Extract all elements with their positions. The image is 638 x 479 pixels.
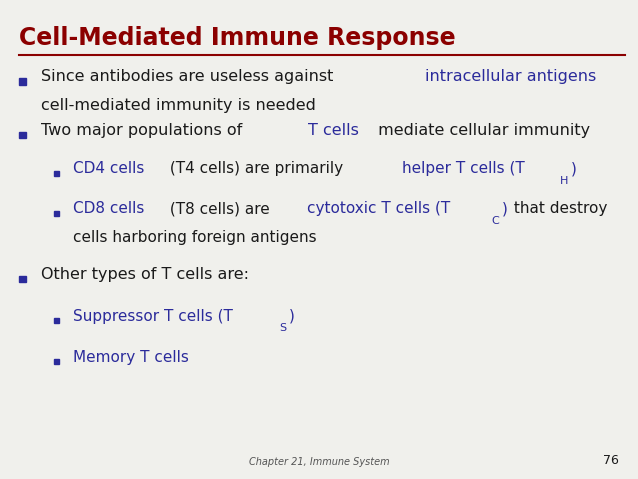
Text: helper T cells (T: helper T cells (T (401, 161, 524, 176)
Text: S: S (279, 323, 287, 333)
Text: 76: 76 (603, 454, 619, 467)
Text: cell-mediated immunity is needed: cell-mediated immunity is needed (41, 98, 316, 113)
Text: (T4 cells) are primarily: (T4 cells) are primarily (165, 161, 348, 176)
Text: Other types of T cells are:: Other types of T cells are: (41, 267, 249, 282)
Text: Two major populations of: Two major populations of (41, 123, 248, 138)
Text: cells harboring foreign antigens: cells harboring foreign antigens (73, 230, 317, 245)
Text: ): ) (501, 201, 508, 216)
Bar (54, 319, 59, 323)
Text: C: C (492, 216, 500, 226)
Text: (T8 cells) are: (T8 cells) are (165, 201, 275, 216)
Bar (54, 359, 59, 364)
Text: Suppressor T cells (T: Suppressor T cells (T (73, 309, 234, 324)
Text: mediate cellular immunity: mediate cellular immunity (373, 123, 591, 138)
Text: CD4 cells: CD4 cells (73, 161, 145, 176)
Bar (19, 132, 26, 138)
Text: H: H (560, 176, 568, 186)
Text: ): ) (571, 161, 577, 176)
Text: cytotoxic T cells (T: cytotoxic T cells (T (307, 201, 450, 216)
Text: ): ) (289, 309, 295, 324)
Text: that destroy: that destroy (509, 201, 608, 216)
Text: Since antibodies are useless against: Since antibodies are useless against (41, 69, 339, 84)
Text: Cell-Mediated Immune Response: Cell-Mediated Immune Response (19, 26, 456, 50)
Text: T cells: T cells (308, 123, 359, 138)
Text: intracellular antigens: intracellular antigens (426, 69, 597, 84)
Text: CD8 cells: CD8 cells (73, 201, 145, 216)
Bar (19, 275, 26, 282)
Text: Memory T cells: Memory T cells (73, 350, 189, 365)
Text: Chapter 21, Immune System: Chapter 21, Immune System (249, 457, 389, 467)
Bar (19, 78, 26, 85)
Bar (54, 211, 59, 216)
Bar (54, 171, 59, 176)
